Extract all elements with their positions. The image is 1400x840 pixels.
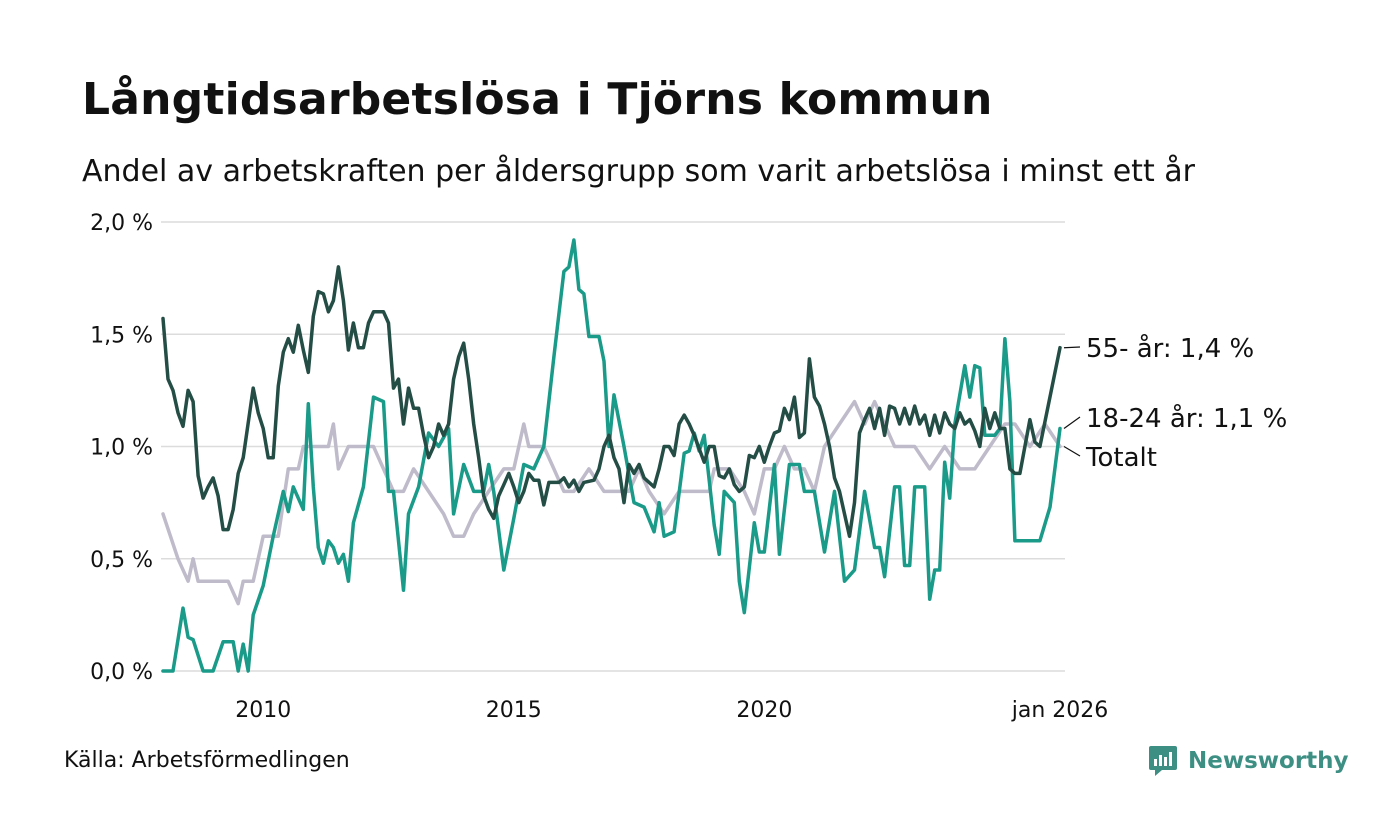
x-tick-label-1: 2015 <box>486 698 542 723</box>
y-tick-label-3: 1,5 % <box>90 323 153 348</box>
x-tick-label-3: jan 2026 <box>1011 698 1109 723</box>
newsworthy-logo-icon <box>1149 746 1177 776</box>
series-labels: Totalt 18-24 år: 1,1 % 55- år: 1,4 % <box>1063 333 1287 473</box>
series-label-s55: 55- år: 1,4 % <box>1086 333 1254 364</box>
leader-line-s55 <box>1063 346 1081 349</box>
x-axis: 2010 2015 2020 jan 2026 <box>235 698 1108 723</box>
x-tick-label-0: 2010 <box>235 698 291 723</box>
y-tick-label-0: 0,0 % <box>90 660 153 685</box>
series-lines <box>161 238 1062 673</box>
series-label-total: Totalt <box>1085 443 1157 473</box>
y-tick-label-4: 2,0 % <box>90 211 153 236</box>
brand-logo: Newsworthy <box>1148 744 1349 778</box>
series-line-s55 <box>161 265 1062 539</box>
series-label-s1824: 18-24 år: 1,1 % <box>1086 403 1287 434</box>
leader-line-s1824 <box>1063 416 1081 430</box>
leader-line-total <box>1063 445 1081 457</box>
series-line-total <box>161 399 1062 606</box>
series-line-s1824 <box>161 238 1062 673</box>
source-note: Källa: Arbetsförmedlingen <box>64 748 350 773</box>
chart-subtitle: Andel av arbetskraften per åldersgrupp s… <box>82 154 1195 189</box>
y-tick-label-2: 1,0 % <box>90 436 153 461</box>
y-axis: 0,0 % 0,5 % 1,0 % 1,5 % 2,0 % <box>90 211 153 685</box>
chart-title: Långtidsarbetslösa i Tjörns kommun <box>82 74 993 125</box>
x-tick-label-2: 2020 <box>736 698 792 723</box>
y-tick-label-1: 0,5 % <box>90 548 153 573</box>
brand-name: Newsworthy <box>1188 748 1349 774</box>
